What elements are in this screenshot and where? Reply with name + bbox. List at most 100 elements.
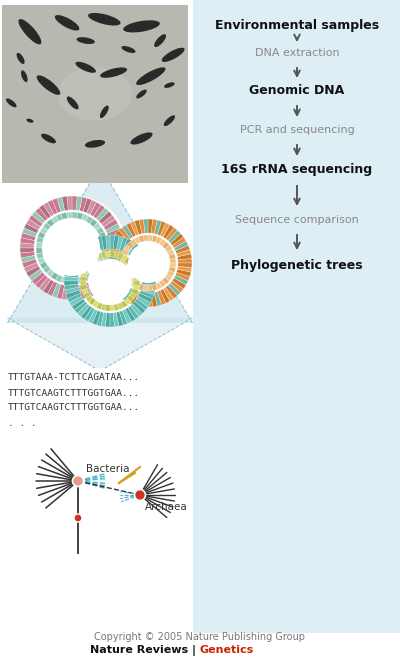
Wedge shape [96, 262, 104, 269]
Wedge shape [126, 277, 134, 284]
Wedge shape [105, 249, 120, 257]
Wedge shape [107, 228, 122, 237]
Wedge shape [104, 219, 118, 230]
Wedge shape [36, 243, 42, 248]
Wedge shape [178, 263, 192, 268]
Wedge shape [99, 272, 112, 285]
Wedge shape [148, 235, 153, 241]
Wedge shape [82, 267, 89, 274]
Ellipse shape [154, 34, 166, 47]
Wedge shape [90, 269, 98, 277]
Wedge shape [159, 239, 166, 246]
Wedge shape [26, 219, 40, 230]
Wedge shape [133, 301, 146, 314]
Wedge shape [113, 235, 119, 249]
Wedge shape [130, 239, 137, 246]
Wedge shape [127, 260, 134, 267]
Wedge shape [93, 205, 105, 219]
Wedge shape [122, 309, 132, 324]
Wedge shape [90, 202, 101, 216]
Wedge shape [96, 275, 109, 288]
Wedge shape [70, 296, 83, 306]
Text: Genetics: Genetics [200, 645, 254, 655]
Wedge shape [21, 255, 36, 263]
Text: Sequence comparison: Sequence comparison [235, 215, 359, 225]
Ellipse shape [100, 68, 127, 78]
Wedge shape [36, 237, 44, 243]
Wedge shape [118, 285, 130, 298]
Wedge shape [80, 284, 87, 299]
Wedge shape [138, 293, 152, 303]
Wedge shape [148, 293, 152, 307]
Wedge shape [121, 255, 128, 262]
Wedge shape [165, 274, 172, 281]
Wedge shape [89, 298, 96, 305]
Wedge shape [124, 274, 131, 281]
Wedge shape [148, 284, 153, 291]
Wedge shape [140, 290, 154, 298]
Wedge shape [131, 267, 138, 274]
Wedge shape [35, 208, 48, 221]
Wedge shape [141, 272, 156, 278]
Wedge shape [121, 300, 128, 308]
Wedge shape [169, 267, 176, 272]
Wedge shape [119, 310, 128, 325]
Wedge shape [51, 216, 58, 223]
Wedge shape [154, 292, 162, 306]
Wedge shape [104, 266, 118, 277]
Wedge shape [57, 197, 64, 211]
Text: TTTGTCAAGTCTTTGGTGAA...: TTTGTCAAGTCTTTGGTGAA... [8, 389, 140, 398]
Wedge shape [134, 281, 140, 286]
Wedge shape [116, 312, 123, 326]
Wedge shape [96, 208, 109, 221]
Wedge shape [170, 233, 184, 245]
Wedge shape [80, 272, 87, 277]
Wedge shape [124, 245, 131, 252]
Text: Genomic DNA: Genomic DNA [249, 84, 345, 97]
Wedge shape [24, 263, 38, 272]
Wedge shape [130, 290, 139, 305]
Wedge shape [122, 271, 129, 277]
Wedge shape [160, 223, 170, 237]
Wedge shape [52, 283, 61, 298]
Wedge shape [40, 227, 48, 235]
Wedge shape [134, 237, 140, 244]
Wedge shape [110, 248, 124, 253]
Wedge shape [80, 284, 87, 290]
Ellipse shape [123, 21, 160, 32]
Wedge shape [46, 219, 54, 227]
Wedge shape [65, 268, 79, 274]
Wedge shape [128, 306, 139, 320]
Wedge shape [101, 269, 115, 281]
Wedge shape [61, 212, 67, 219]
Wedge shape [159, 280, 166, 287]
Wedge shape [177, 254, 192, 260]
Wedge shape [29, 269, 43, 281]
Wedge shape [83, 283, 92, 298]
Wedge shape [106, 263, 120, 272]
Wedge shape [131, 288, 138, 294]
Wedge shape [130, 280, 137, 287]
Wedge shape [133, 272, 140, 277]
Wedge shape [105, 269, 120, 276]
Wedge shape [64, 276, 78, 281]
Wedge shape [92, 300, 99, 308]
Wedge shape [92, 255, 99, 262]
Wedge shape [138, 284, 144, 290]
Ellipse shape [100, 105, 109, 118]
Wedge shape [113, 312, 119, 327]
Wedge shape [114, 251, 119, 258]
Wedge shape [176, 272, 190, 281]
Text: Environmental samples: Environmental samples [215, 19, 379, 32]
Wedge shape [122, 239, 132, 253]
Wedge shape [137, 296, 150, 306]
Wedge shape [78, 245, 90, 259]
Wedge shape [134, 276, 140, 281]
Wedge shape [124, 257, 131, 264]
Wedge shape [112, 233, 126, 245]
Wedge shape [152, 284, 158, 290]
Wedge shape [142, 276, 156, 281]
Wedge shape [62, 196, 68, 211]
Ellipse shape [6, 99, 16, 107]
Wedge shape [176, 249, 191, 257]
